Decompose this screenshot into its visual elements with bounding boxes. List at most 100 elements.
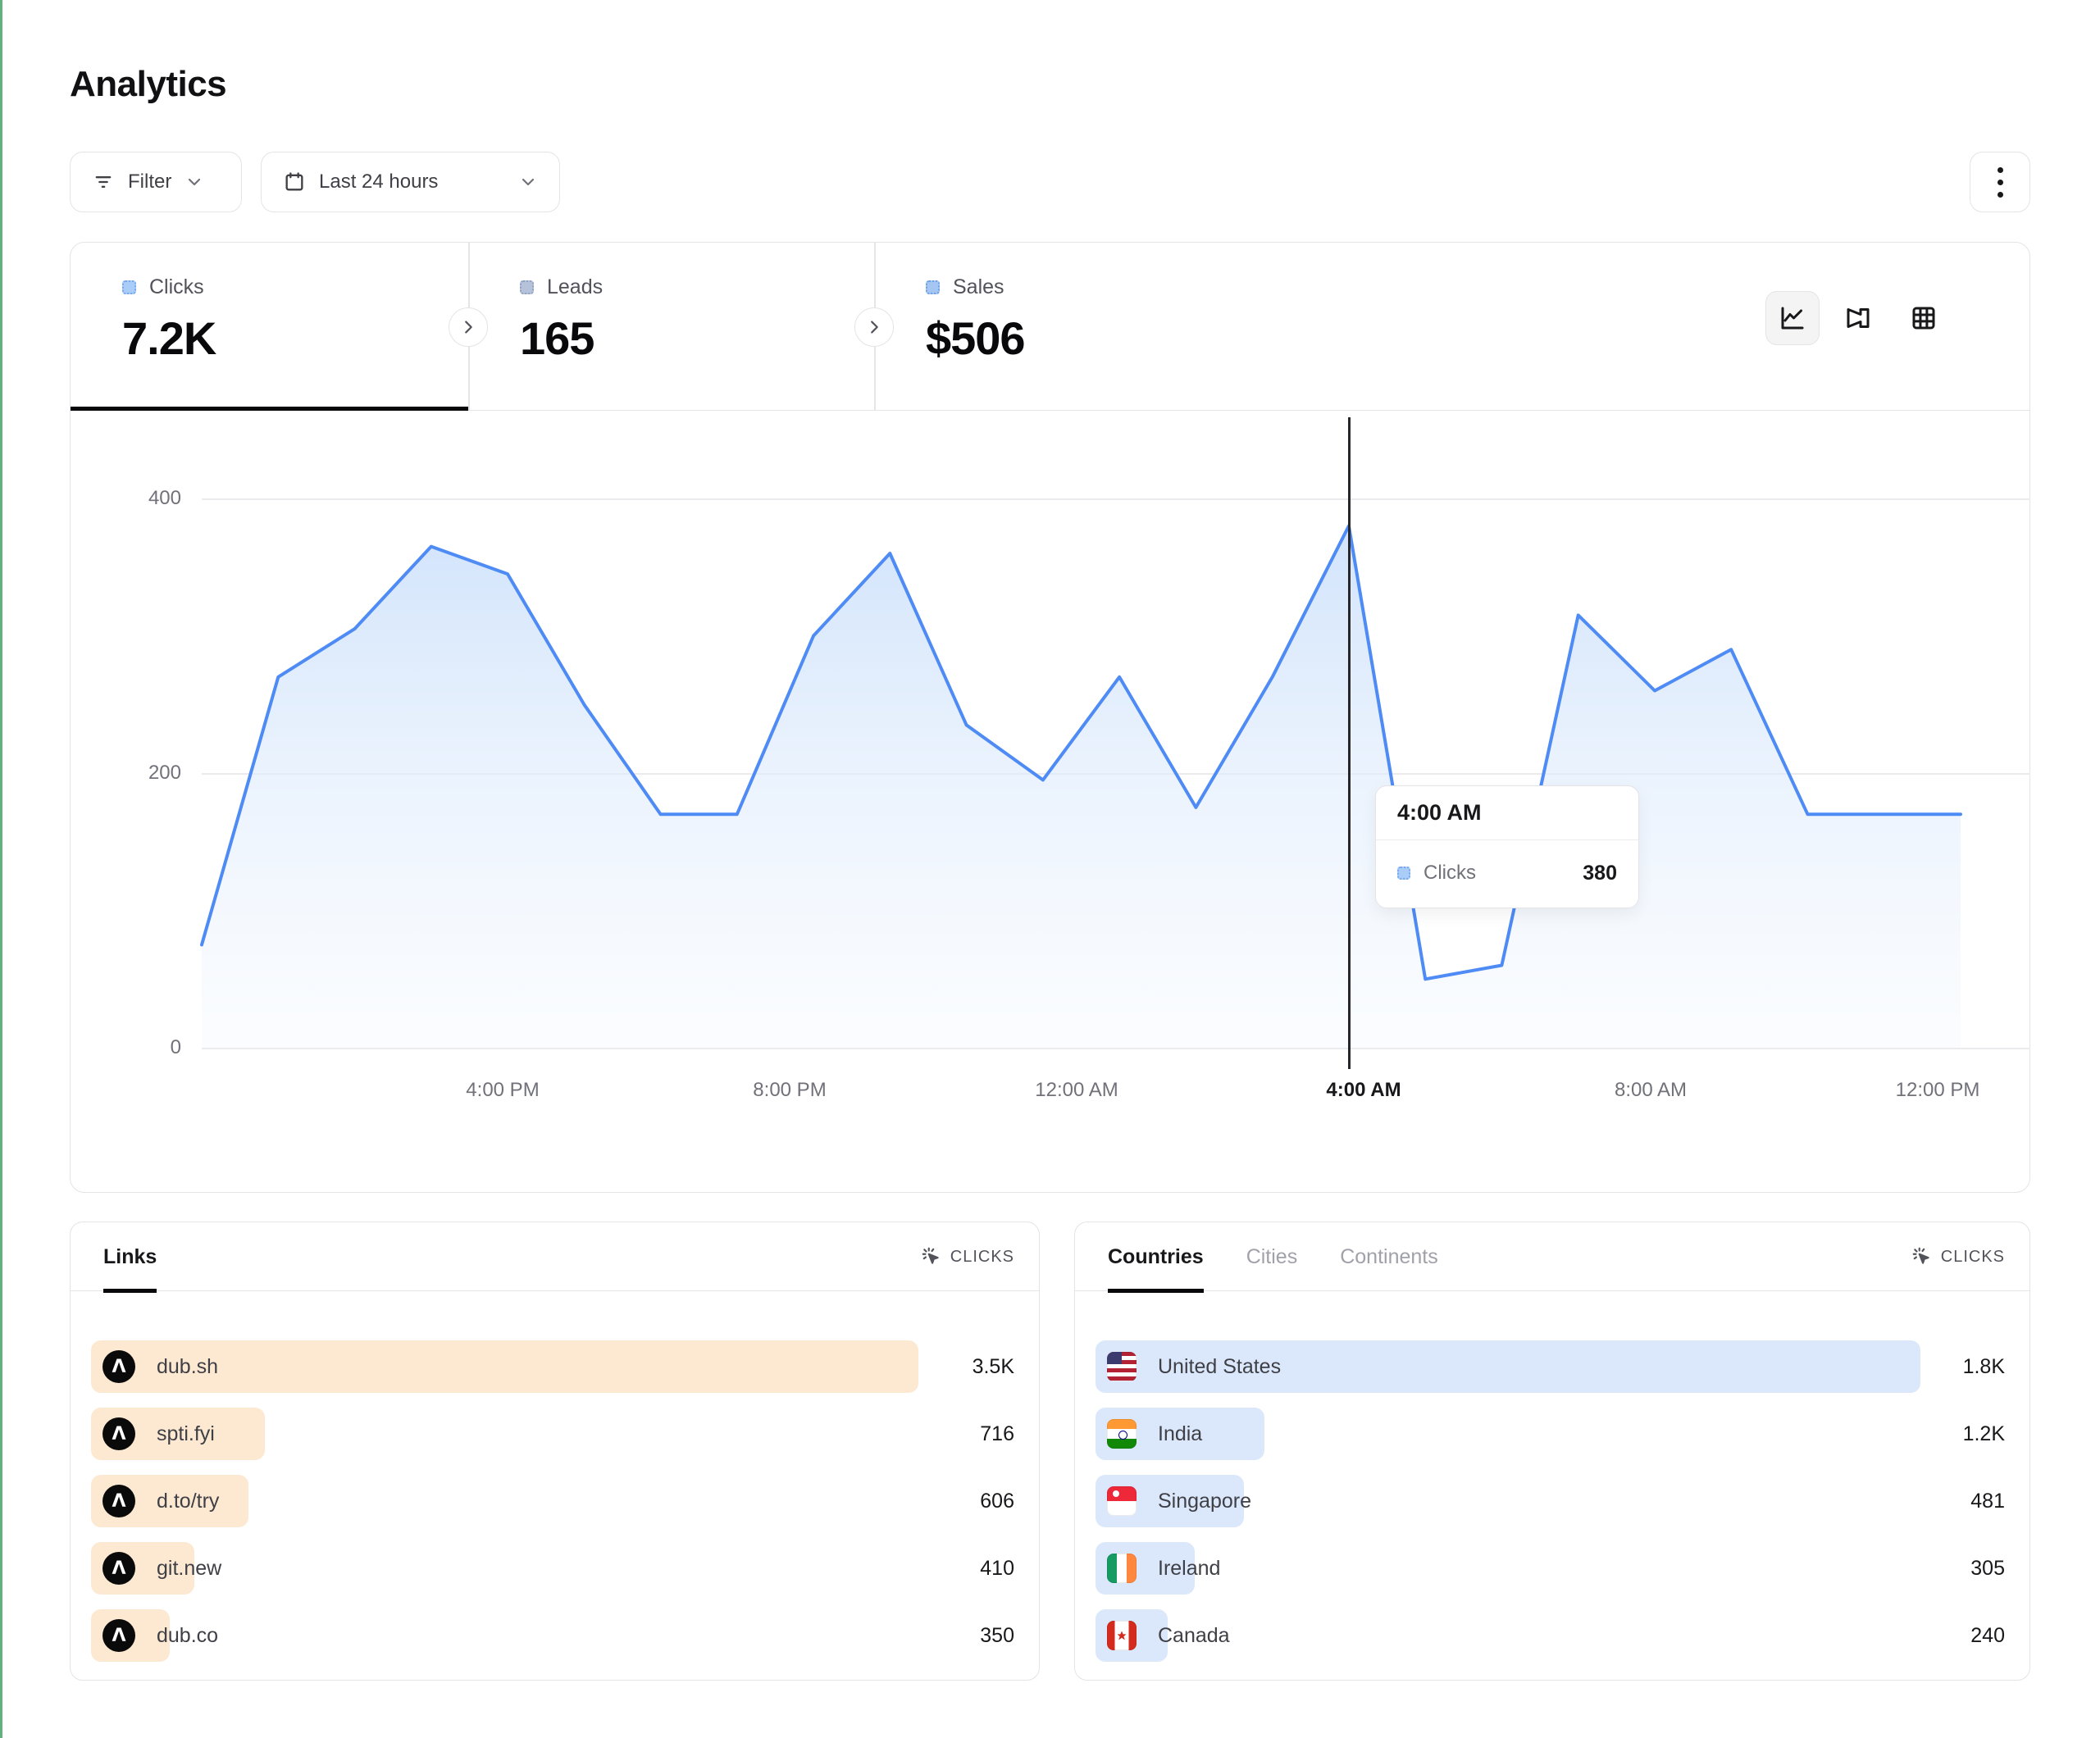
chart-type-toggle-group	[1765, 291, 1951, 345]
clicks-timeseries-plot[interactable]: 0 200 400 4:00 PM 8:00 PM 12:00 AM 4:00 AM 8:0…	[71, 411, 2031, 1194]
links-metric-selector[interactable]: CLICKS	[921, 1222, 1014, 1291]
cursor-click-icon	[922, 1247, 939, 1264]
row-value: 305	[1970, 1556, 2005, 1580]
kebab-menu-icon	[1997, 164, 2003, 201]
leads-value: 165	[520, 312, 594, 364]
row-label: dub.co	[157, 1623, 219, 1647]
line-chart-icon	[1781, 307, 1804, 330]
y-gridline	[202, 498, 2030, 500]
dub-logo-icon: Λ	[102, 1417, 135, 1450]
stat-label: Sales	[953, 275, 1004, 298]
x-axis-tick-label: 8:00 PM	[753, 1079, 827, 1101]
row-label: d.to/try	[157, 1489, 220, 1513]
row-label: dub.sh	[157, 1354, 219, 1378]
countries-panel: Countries Cities Continents CLICKS United …	[1074, 1222, 2030, 1681]
cursor-click-icon	[1912, 1247, 1929, 1264]
row-value: 410	[980, 1556, 1014, 1580]
date-range-button[interactable]: Last 24 hours	[261, 152, 560, 212]
chevron-right-icon	[465, 321, 472, 334]
funnel-chart-view-button[interactable]	[1831, 291, 1885, 345]
tooltip-series-label: Clicks	[1424, 862, 1476, 884]
list-item[interactable]: Canada 240	[1096, 1609, 2005, 1662]
expand-leads-button[interactable]	[449, 307, 488, 347]
calendar-icon	[283, 171, 306, 193]
active-tab-underline	[71, 407, 468, 411]
dub-logo-icon: Λ	[102, 1552, 135, 1585]
tooltip-value: 380	[1583, 861, 1617, 885]
page-title: Analytics	[70, 64, 227, 104]
row-value: 481	[1970, 1489, 2005, 1513]
in-flag-icon	[1107, 1419, 1137, 1449]
table-view-button[interactable]	[1897, 291, 1951, 345]
hover-crosshair	[1348, 417, 1351, 1069]
row-value: 350	[980, 1623, 1014, 1647]
y-axis-tick-label: 400	[148, 487, 181, 509]
expand-sales-button[interactable]	[854, 307, 894, 347]
filter-icon	[92, 171, 115, 193]
list-item[interactable]: Singapore 481	[1096, 1475, 2005, 1527]
leads-series-marker	[520, 280, 534, 294]
analytics-chart-card: Clicks 7.2K Leads 165 Sales $506	[70, 242, 2030, 1193]
value-bar	[91, 1340, 918, 1393]
clicks-value: 7.2K	[122, 312, 216, 364]
page-edge-accent	[0, 0, 2, 1738]
row-value: 716	[980, 1422, 1014, 1445]
row-label: spti.fyi	[157, 1422, 215, 1445]
chevron-right-icon	[871, 321, 878, 334]
list-item[interactable]: United States 1.8K	[1096, 1340, 2005, 1393]
dub-logo-icon: Λ	[102, 1485, 135, 1517]
dub-logo-icon: Λ	[102, 1619, 135, 1652]
countries-panel-header: Countries Cities Continents CLICKS	[1075, 1222, 2029, 1293]
row-value: 606	[980, 1489, 1014, 1513]
countries-metric-selector[interactable]: CLICKS	[1911, 1222, 2005, 1291]
x-axis-tick-label: 8:00 AM	[1614, 1079, 1688, 1101]
list-item[interactable]: Ireland 305	[1096, 1542, 2005, 1595]
tab-clicks[interactable]: Clicks 7.2K	[71, 243, 468, 411]
x-axis-tick-label: 12:00 PM	[1895, 1079, 1980, 1101]
row-value: 3.5K	[972, 1354, 1014, 1378]
tab-links[interactable]: Links	[103, 1222, 157, 1293]
tab-sales[interactable]: Sales $506	[874, 243, 1280, 411]
stat-label: Clicks	[149, 275, 204, 298]
grid-table-icon	[1912, 307, 1935, 330]
y-axis-tick-label: 0	[170, 1036, 181, 1058]
line-chart-view-button[interactable]	[1765, 291, 1820, 345]
filter-button-label: Filter	[128, 171, 172, 193]
ca-flag-icon	[1107, 1621, 1137, 1650]
stats-tab-row: Clicks 7.2K Leads 165 Sales $506	[71, 243, 2029, 411]
tab-continents[interactable]: Continents	[1340, 1244, 1438, 1268]
row-label: United States	[1158, 1354, 1282, 1378]
filter-button[interactable]: Filter	[70, 152, 242, 212]
sales-series-marker	[926, 280, 940, 294]
clicks-series-marker	[1397, 867, 1410, 880]
chevron-down-icon	[518, 172, 538, 192]
row-value: 1.2K	[1962, 1422, 2005, 1445]
sg-flag-icon	[1107, 1486, 1137, 1516]
funnel-chart-icon	[1847, 308, 1870, 328]
tab-cities[interactable]: Cities	[1246, 1244, 1298, 1268]
row-value: 240	[1970, 1623, 2005, 1647]
tab-countries[interactable]: Countries	[1108, 1222, 1204, 1293]
stat-label: Leads	[547, 275, 604, 298]
x-axis-tick-label: 4:00 PM	[466, 1079, 540, 1101]
chevron-down-icon	[184, 172, 204, 192]
y-axis-tick-label: 200	[148, 762, 181, 784]
more-options-button[interactable]	[1970, 152, 2030, 212]
links-metric-label: CLICKS	[950, 1247, 1014, 1266]
us-flag-icon	[1107, 1352, 1137, 1381]
dub-logo-icon: Λ	[102, 1350, 135, 1383]
x-axis-tick-label: 4:00 AM	[1326, 1079, 1401, 1101]
countries-metric-label: CLICKS	[1940, 1247, 2005, 1266]
list-item[interactable]: India 1.2K	[1096, 1408, 2005, 1460]
row-label: Ireland	[1158, 1556, 1221, 1580]
chart-tooltip: 4:00 AM Clicks 380	[1375, 785, 1639, 908]
area-chart	[200, 524, 1962, 1048]
row-label: Singapore	[1158, 1489, 1251, 1513]
tab-leads[interactable]: Leads 165	[468, 243, 874, 411]
y-gridline	[202, 1048, 2030, 1049]
